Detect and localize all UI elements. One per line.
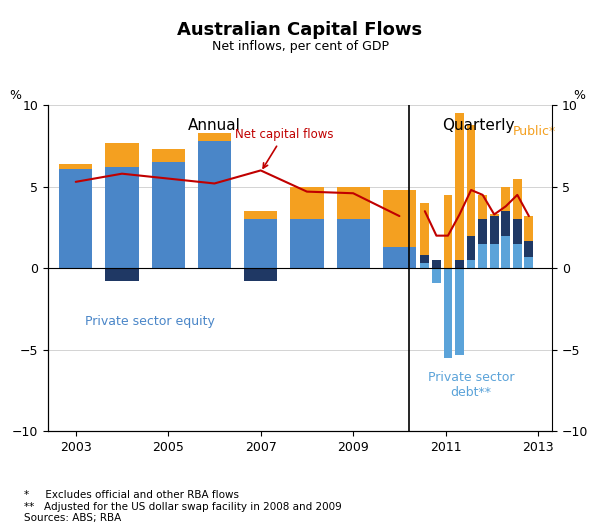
Bar [59, 164, 92, 169]
Bar [198, 141, 231, 268]
Bar [502, 236, 510, 268]
Bar [478, 195, 487, 219]
Text: %: % [9, 89, 21, 102]
Bar [490, 215, 499, 216]
Bar [198, 133, 231, 141]
Bar [502, 187, 510, 211]
Bar [478, 244, 487, 268]
Bar [478, 219, 487, 244]
Bar [467, 260, 475, 268]
Text: %: % [574, 89, 586, 102]
Bar [467, 125, 475, 236]
Text: Net capital flows: Net capital flows [235, 128, 333, 168]
Bar [421, 255, 429, 264]
Text: Annual: Annual [188, 118, 241, 133]
Bar [524, 257, 533, 268]
Bar [383, 190, 416, 247]
Bar [244, 268, 277, 281]
Bar [490, 215, 499, 244]
Bar [337, 219, 370, 268]
Bar [524, 240, 533, 257]
Bar [290, 187, 323, 219]
Text: Net inflows, per cent of GDP: Net inflows, per cent of GDP [212, 39, 389, 53]
Text: Private sector
debt**: Private sector debt** [428, 371, 514, 399]
Bar [152, 149, 185, 162]
Bar [524, 216, 533, 240]
Bar [152, 162, 185, 268]
Text: Australian Capital Flows: Australian Capital Flows [178, 22, 422, 39]
Bar [432, 260, 441, 268]
Bar [244, 219, 277, 268]
Text: *     Excludes official and other RBA flows
**   Adjusted for the US dollar swap: * Excludes official and other RBA flows … [24, 490, 342, 523]
Bar [337, 187, 370, 219]
Bar [455, 268, 464, 355]
Bar [106, 143, 139, 167]
Bar [106, 167, 139, 268]
Bar [455, 113, 464, 260]
Bar [59, 169, 92, 268]
Text: Public*: Public* [512, 125, 556, 138]
Bar [383, 247, 416, 268]
Bar [443, 195, 452, 268]
Bar [290, 219, 323, 268]
Bar [502, 211, 510, 236]
Bar [467, 236, 475, 260]
Bar [455, 260, 464, 268]
Text: Quarterly: Quarterly [442, 118, 514, 133]
Bar [244, 211, 277, 219]
Bar [443, 268, 452, 358]
Bar [106, 268, 139, 281]
Bar [513, 244, 522, 268]
Bar [490, 244, 499, 268]
Bar [421, 203, 429, 255]
Bar [421, 264, 429, 268]
Bar [513, 219, 522, 244]
Text: Private sector equity: Private sector equity [85, 315, 215, 328]
Bar [513, 179, 522, 219]
Bar [432, 268, 441, 283]
